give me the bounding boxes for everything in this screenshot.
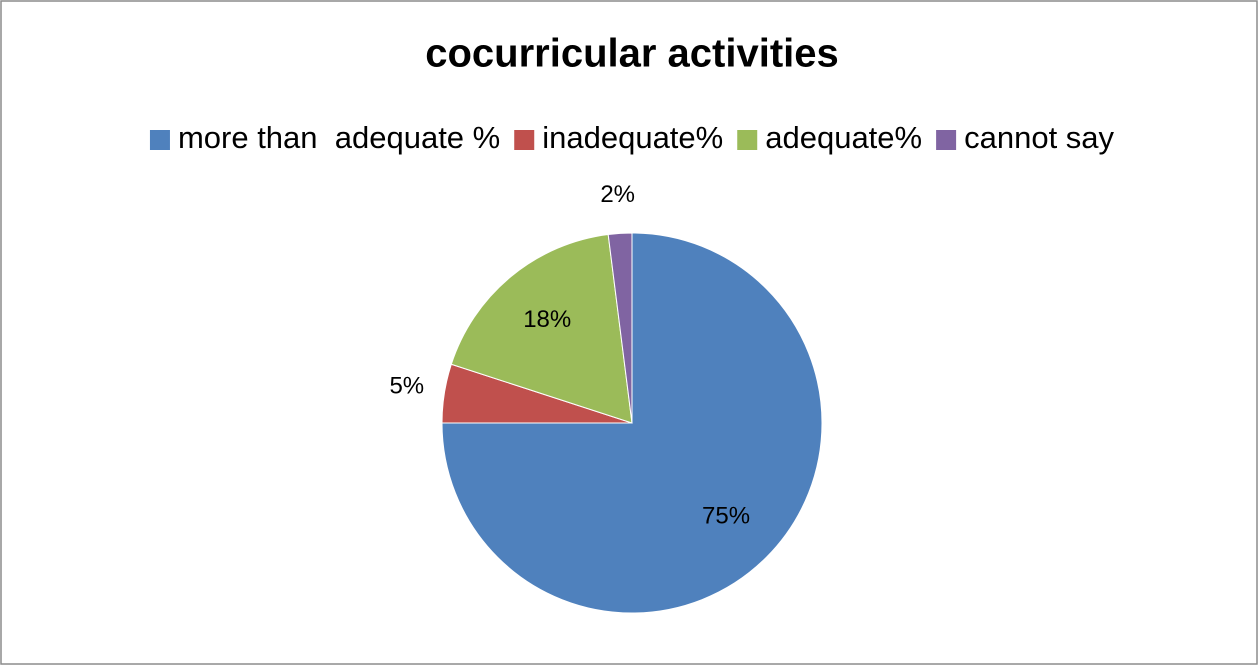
legend-label: adequate% [765, 120, 922, 155]
legend-label: more than adequate % [178, 120, 500, 155]
data-label: 5% [389, 373, 424, 400]
data-label: 18% [523, 306, 571, 333]
legend-label: cannot say [964, 120, 1114, 155]
legend: more than adequate % inadequate% adequate%… [149, 120, 1115, 155]
pie-slice [450, 233, 633, 424]
legend-swatch [149, 130, 170, 150]
pie-slice [607, 232, 633, 424]
data-label: 75% [702, 502, 750, 529]
chart-title: cocurricular activities [425, 32, 839, 76]
data-label: 2% [600, 181, 635, 208]
legend-swatch [936, 130, 957, 150]
legend-swatch [737, 130, 758, 150]
legend-swatch [514, 130, 535, 150]
legend-label: inadequate% [542, 120, 723, 155]
